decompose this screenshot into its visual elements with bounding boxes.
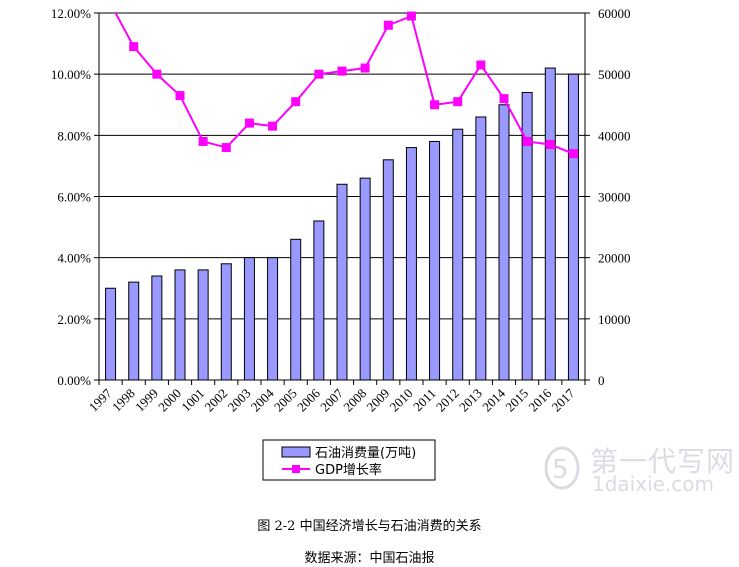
x-tick-label-2008: 2008: [340, 386, 369, 415]
bar-2005: [290, 238, 302, 381]
y-left-tick-label: 10.00%: [51, 67, 91, 82]
legend-line-label: GDP增长率: [315, 462, 382, 478]
right-axis-ticks: 0 10000 20000 30000 40000 50000 60000: [598, 6, 631, 388]
x-tick-label-2007: 2007: [317, 385, 346, 414]
left-axis-ticks: 0.00% 2.00% 4.00% 6.00% 8.00% 10.00% 12.00%: [51, 6, 91, 388]
y-right-tick-label: 10000: [598, 312, 631, 327]
gdp-point-2016: [545, 140, 555, 150]
y-left-tick-label: 4.00%: [57, 251, 91, 266]
gdp-point-2005: [291, 97, 301, 107]
gdp-point-2010: [406, 11, 416, 21]
figure-caption: 图 2-2 中国经济增长与石油消费的关系: [257, 519, 482, 534]
gdp-point-2009: [383, 20, 393, 30]
svg-text:5: 5: [552, 455, 569, 485]
gdp-point-2000: [175, 91, 185, 101]
x-tick-label-1997: 1997: [86, 385, 115, 414]
x-tick-label-2002: 2002: [201, 386, 230, 415]
y-right-tick-label: 40000: [598, 128, 631, 143]
gdp-point-2004: [268, 121, 278, 131]
legend-line-marker: [292, 465, 300, 473]
x-tick-label-2003: 2003: [225, 386, 254, 415]
bar-1001: [197, 269, 209, 381]
line-series: [114, 11, 578, 159]
gdp-point-1998: [129, 42, 139, 52]
bar-2014: [498, 104, 510, 381]
y-right-tick-label: 50000: [598, 67, 631, 82]
gdp-point-2003: [244, 118, 254, 128]
gdp-point-2007: [337, 66, 347, 76]
gdp-point-1999: [152, 69, 162, 79]
y-left-tick-label: 0.00%: [57, 373, 91, 388]
gdp-point-2014: [499, 94, 509, 104]
x-tick-label-2006: 2006: [294, 385, 323, 414]
watermark: 5 第一代写网 1daixie.com: [540, 438, 734, 498]
bar-2006: [313, 220, 325, 381]
x-tick-label-2009: 2009: [363, 386, 392, 415]
chart: 0.00% 2.00% 4.00% 6.00% 8.00% 10.00% 12.00% 0 1…: [51, 6, 631, 481]
watermark-en: 1daixie.com: [592, 472, 715, 496]
x-axis-ticks: 1997199819992000100120022003200420052006…: [86, 385, 578, 414]
bar-2012: [452, 128, 464, 381]
y-right-tick-label: 0: [598, 373, 605, 388]
legend-bar-swatch: [281, 446, 311, 458]
gdp-point-2008: [360, 63, 370, 73]
x-tick-label-2016: 2016: [525, 385, 554, 414]
bar-2016: [544, 67, 556, 381]
y-right-tick-label: 30000: [598, 190, 631, 205]
x-tick-label-1001: 1001: [178, 386, 207, 415]
bar-2013: [475, 116, 487, 381]
bar-2000: [174, 269, 186, 381]
gdp-point-2013: [476, 60, 486, 70]
bar-2004: [267, 257, 279, 381]
bar-1998: [128, 281, 140, 381]
x-tick-label-2004: 2004: [248, 385, 277, 414]
gdp-point-2012: [453, 97, 463, 107]
bar-2017: [567, 73, 579, 381]
x-tick-label-2015: 2015: [502, 386, 531, 415]
bar-2008: [359, 177, 371, 381]
y-right-tick-label: 60000: [598, 6, 631, 21]
x-tick-label-2017: 2017: [549, 385, 578, 414]
y-left-tick-label: 6.00%: [57, 190, 91, 205]
x-tick-label-2014: 2014: [479, 385, 508, 414]
x-tick-label-2012: 2012: [433, 386, 462, 415]
gdp-point-1001: [198, 136, 208, 146]
x-tick-label-1998: 1998: [109, 386, 138, 415]
x-tick-label-2010: 2010: [387, 386, 416, 415]
gdp-point-2002: [221, 143, 231, 153]
bar-1999: [151, 275, 163, 381]
axes: [94, 12, 590, 385]
legend-bar-label: 石油消费量(万吨): [315, 446, 416, 461]
x-tick-label-1999: 1999: [132, 386, 161, 415]
x-tick-label-2005: 2005: [271, 386, 300, 415]
bar-2009: [382, 159, 394, 381]
gdp-point-2006: [314, 69, 324, 79]
figure-source: 数据来源：中国石油报: [304, 551, 435, 566]
x-tick-label-2000: 2000: [155, 386, 184, 415]
bar-2002: [220, 263, 232, 381]
y-left-tick-label: 12.00%: [51, 6, 91, 21]
legend: 石油消费量(万吨) GDP增长率: [262, 439, 436, 481]
y-right-tick-label: 20000: [598, 251, 631, 266]
gdp-point-2011: [430, 100, 440, 110]
watermark-logo-icon: 5: [544, 446, 580, 490]
bar-2010: [405, 147, 417, 381]
watermark-cn: 第一代写网: [590, 445, 736, 478]
bar-1997: [105, 287, 117, 381]
x-tick-label-2011: 2011: [410, 386, 439, 415]
bar-2011: [429, 140, 441, 381]
y-left-tick-label: 8.00%: [57, 128, 91, 143]
bar-2007: [336, 183, 348, 381]
y-left-tick-label: 2.00%: [57, 312, 91, 327]
bar-series: [105, 67, 579, 381]
x-tick-label-2013: 2013: [456, 386, 485, 415]
gdp-point-2017: [568, 149, 578, 159]
gdp-point-2015: [522, 136, 532, 146]
bar-2003: [243, 257, 255, 381]
